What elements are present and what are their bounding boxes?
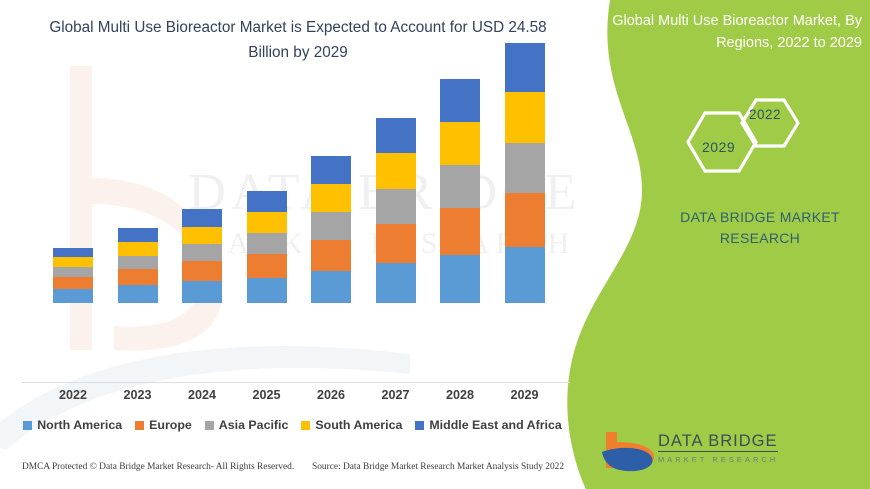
bar-segment-2028-north-america[interactable] bbox=[440, 255, 480, 303]
bar-segment-2028-south-america[interactable] bbox=[440, 122, 480, 165]
hexagon-group: 2029 2022 bbox=[680, 95, 810, 190]
corner-logo-sub: MARKET RESEARCH bbox=[658, 455, 779, 465]
legend-item-north-america[interactable]: North America bbox=[23, 418, 122, 432]
bar-segment-2025-asia-pacific[interactable] bbox=[246, 233, 287, 254]
hexagon-2022-shape bbox=[740, 98, 800, 148]
bar-2022[interactable] bbox=[53, 248, 93, 303]
bar-segment-2023-asia-pacific[interactable] bbox=[117, 256, 158, 269]
footer-source: Source: Data Bridge Market Research Mark… bbox=[312, 462, 565, 472]
bar-segment-2027-europe[interactable] bbox=[375, 224, 416, 263]
hexagon-label-2029: 2029 bbox=[702, 139, 736, 155]
bar-segment-2026-middle-east-and-africa[interactable] bbox=[311, 156, 351, 184]
legend-swatch-icon bbox=[135, 420, 145, 430]
bar-2024[interactable] bbox=[182, 209, 222, 303]
bar-segment-2027-south-america[interactable] bbox=[375, 153, 416, 189]
bar-segment-2023-middle-east-and-africa[interactable] bbox=[117, 228, 158, 242]
bar-segment-2029-north-america[interactable] bbox=[504, 247, 545, 303]
bar-segment-2028-asia-pacific[interactable] bbox=[440, 165, 480, 208]
bar-segment-2025-europe[interactable] bbox=[246, 254, 287, 278]
legend-label: Europe bbox=[149, 418, 192, 432]
bar-segment-2027-north-america[interactable] bbox=[375, 263, 416, 303]
corner-logo-icon bbox=[602, 432, 654, 472]
bar-segment-2022-south-america[interactable] bbox=[53, 257, 93, 267]
x-axis-label-2024: 2024 bbox=[187, 388, 217, 402]
bar-segment-2023-north-america[interactable] bbox=[117, 285, 158, 303]
bar-segment-2022-middle-east-and-africa[interactable] bbox=[53, 248, 93, 257]
bar-segment-2025-middle-east-and-africa[interactable] bbox=[246, 191, 287, 212]
x-axis-label-2026: 2026 bbox=[316, 388, 346, 402]
bar-segment-2023-europe[interactable] bbox=[117, 269, 158, 285]
bar-2027[interactable] bbox=[375, 118, 416, 303]
bar-segment-2027-middle-east-and-africa[interactable] bbox=[375, 118, 416, 153]
x-axis-label-2028: 2028 bbox=[445, 388, 475, 402]
bar-2028[interactable] bbox=[440, 79, 480, 303]
bar-segment-2027-asia-pacific[interactable] bbox=[375, 189, 416, 224]
bar-2025[interactable] bbox=[246, 191, 287, 303]
legend-swatch-icon bbox=[204, 420, 214, 430]
legend-label: Asia Pacific bbox=[218, 418, 289, 432]
x-axis-line bbox=[22, 382, 570, 383]
bar-segment-2029-south-america[interactable] bbox=[504, 92, 545, 143]
legend-swatch-icon bbox=[415, 420, 425, 430]
bar-2029[interactable] bbox=[504, 43, 545, 303]
panel-brand-line-2: RESEARCH bbox=[719, 230, 801, 246]
footer-copyright: DMCA Protected © Data Bridge Market Rese… bbox=[22, 462, 295, 472]
page-title: Global Multi Use Bioreactor Market is Ex… bbox=[49, 19, 547, 61]
x-axis-label-2027: 2027 bbox=[381, 388, 410, 402]
legend-label: South America bbox=[315, 418, 403, 432]
bar-2026[interactable] bbox=[311, 156, 351, 303]
bar-segment-2026-asia-pacific[interactable] bbox=[311, 212, 351, 240]
bar-segment-2022-asia-pacific[interactable] bbox=[53, 267, 93, 277]
stacked-bar-chart: 2022 2023 2024 2025 2026 2027 2028 2029 bbox=[22, 43, 570, 402]
bar-segment-2029-asia-pacific[interactable] bbox=[504, 143, 545, 193]
bar-segment-2023-south-america[interactable] bbox=[117, 242, 158, 256]
bar-segment-2024-asia-pacific[interactable] bbox=[182, 244, 222, 261]
corner-logo-main: DATA BRIDGE bbox=[658, 432, 778, 453]
corner-logo-text: DATA BRIDGE MARKET RESEARCH bbox=[658, 432, 818, 465]
panel-brand-line-1: DATA BRIDGE MARKET bbox=[680, 209, 840, 225]
legend-label: North America bbox=[37, 418, 123, 432]
legend-swatch-icon bbox=[301, 420, 311, 430]
hexagon-2029-shape bbox=[686, 111, 758, 173]
legend-swatch-icon bbox=[23, 420, 33, 430]
x-axis-label-2023: 2023 bbox=[123, 388, 152, 402]
hexagon-label-2022: 2022 bbox=[749, 107, 782, 122]
bar-segment-2028-middle-east-and-africa[interactable] bbox=[440, 79, 480, 122]
bar-segment-2024-north-america[interactable] bbox=[182, 281, 222, 303]
bar-segment-2029-europe[interactable] bbox=[504, 193, 545, 247]
bar-segment-2024-europe[interactable] bbox=[182, 261, 222, 281]
bar-segment-2026-north-america[interactable] bbox=[311, 271, 351, 303]
legend-item-asia-pacific[interactable]: Asia Pacific bbox=[204, 418, 289, 432]
legend-item-south-america[interactable]: South America bbox=[301, 418, 402, 432]
bar-segment-2025-north-america[interactable] bbox=[246, 278, 287, 303]
bar-segment-2025-south-america[interactable] bbox=[246, 212, 287, 233]
legend-item-europe[interactable]: Europe bbox=[135, 418, 192, 432]
x-axis-label-2022: 2022 bbox=[58, 388, 88, 402]
bar-segment-2029-middle-east-and-africa[interactable] bbox=[504, 43, 545, 92]
panel-brand-name: DATA BRIDGE MARKET RESEARCH bbox=[660, 207, 860, 249]
legend-label: Middle East and Africa bbox=[429, 418, 562, 432]
chart-legend: North America Europe Asia Pacific South Ame… bbox=[0, 418, 585, 432]
bar-2023[interactable] bbox=[117, 228, 158, 303]
bar-segment-2024-middle-east-and-africa[interactable] bbox=[182, 209, 222, 227]
bar-segment-2022-north-america[interactable] bbox=[53, 289, 93, 303]
panel-heading: Global Multi Use Bioreactor Market, By R… bbox=[612, 13, 862, 52]
bar-segment-2026-south-america[interactable] bbox=[311, 184, 351, 212]
bar-segment-2028-europe[interactable] bbox=[440, 208, 480, 255]
bar-segment-2022-europe[interactable] bbox=[53, 277, 93, 289]
legend-item-middle-east-and-africa[interactable]: Middle East and Africa bbox=[415, 418, 562, 432]
x-axis-label-2029: 2029 bbox=[510, 388, 539, 402]
x-axis-label-2025: 2025 bbox=[252, 388, 281, 402]
bar-segment-2026-europe[interactable] bbox=[311, 240, 351, 271]
bar-segment-2024-south-america[interactable] bbox=[182, 227, 222, 244]
